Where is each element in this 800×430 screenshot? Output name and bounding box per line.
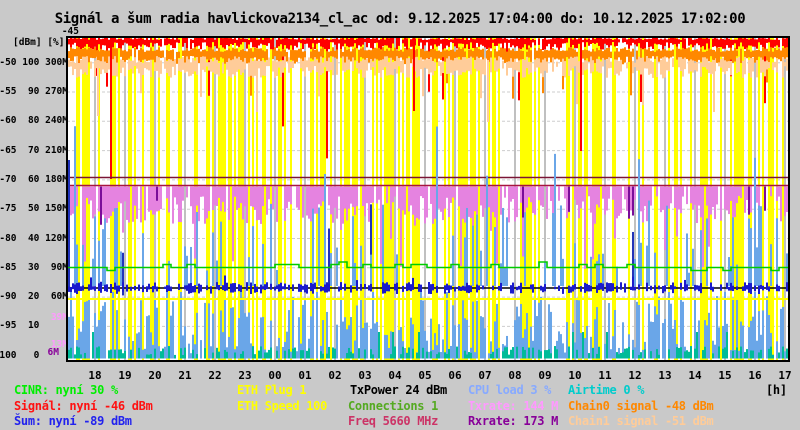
x-axis-hour-label: 07: [478, 369, 492, 382]
y-axis-top-tick: -45: [61, 26, 79, 37]
x-axis-hour-label: 12: [628, 369, 642, 382]
legend-item: Chain1 signal -51 dBm: [568, 414, 714, 428]
y-axis-row: -50 100 300M: [0, 57, 68, 68]
rate-axis-label: 13M: [50, 339, 68, 350]
plot-canvas: [66, 36, 790, 362]
rate-axis-label: 6M: [47, 347, 59, 358]
rate-axis-label: 39M: [50, 312, 68, 323]
x-axis-hour-label: 23: [238, 369, 252, 382]
y-axis-row: -80 40 120M: [0, 233, 68, 244]
x-axis-hour-label: 13: [658, 369, 672, 382]
x-axis-hour-label: 08: [508, 369, 522, 382]
x-axis-hour-label: 00: [268, 369, 282, 382]
legend-item: Freq 5660 MHz: [348, 414, 439, 428]
x-axis-hour-label: 19: [118, 369, 132, 382]
legend-item: Connections 1: [348, 399, 439, 413]
y-axis-row: -65 70 210M: [0, 145, 68, 156]
y-axis-row: -70 60 180M: [0, 174, 68, 185]
x-axis-hour-label: 22: [208, 369, 222, 382]
y-axis-row: -90 20 60M: [0, 291, 68, 302]
y-axis-row: -85 30 90M: [0, 262, 68, 273]
legend-item: CPU load 3 %: [468, 383, 552, 397]
legend-item: Šum: nyní -89 dBm: [14, 414, 132, 428]
x-axis-hour-label: 14: [688, 369, 702, 382]
legend-item: TxPower 24 dBm: [350, 383, 447, 397]
x-axis-hour-label: 02: [328, 369, 342, 382]
y-axis-row: -100 0: [0, 350, 68, 361]
x-axis-hour-label: 03: [358, 369, 372, 382]
legend-item: [h]: [766, 383, 787, 397]
x-axis-hour-label: 17: [778, 369, 792, 382]
x-axis-hour-label: 05: [418, 369, 432, 382]
x-axis-hour-label: 16: [748, 369, 762, 382]
x-axis-hour-label: 06: [448, 369, 462, 382]
x-axis-hour-label: 10: [568, 369, 582, 382]
legend-item: Txrate: 144 M: [468, 399, 559, 413]
y-axis-row: -95 10: [0, 320, 68, 331]
x-axis-hour-label: 01: [298, 369, 312, 382]
legend-item: CINR: nyní 30 %: [14, 383, 118, 397]
legend-item: Airtime 0 %: [568, 383, 645, 397]
legend-item: ETH Speed 100: [237, 399, 328, 413]
legend-item: Chain0 signal -48 dBm: [568, 399, 714, 413]
x-axis-hour-label: 18: [88, 369, 102, 382]
x-axis-hour-label: 04: [388, 369, 402, 382]
x-axis-hour-label: 09: [538, 369, 552, 382]
legend-item: Signál: nyní -46 dBm: [14, 399, 153, 413]
y-axis-row: -75 50 150M: [0, 203, 68, 214]
legend-item: Rxrate: 173 M: [468, 414, 559, 428]
y-axis-row: -55 90 270M: [0, 86, 68, 97]
y-axis-row: -60 80 240M: [0, 115, 68, 126]
x-axis-hour-label: 15: [718, 369, 732, 382]
x-axis-hour-label: 21: [178, 369, 192, 382]
graph-title: Signál a šum radia havlickova2134_cl_ac …: [54, 11, 746, 27]
x-axis-hour-label: 11: [598, 369, 612, 382]
x-axis-hour-label: 20: [148, 369, 162, 382]
y-axis-unit-label: [dBm] [%]: [13, 37, 65, 48]
legend-item: ETH Plug 1: [237, 383, 307, 397]
